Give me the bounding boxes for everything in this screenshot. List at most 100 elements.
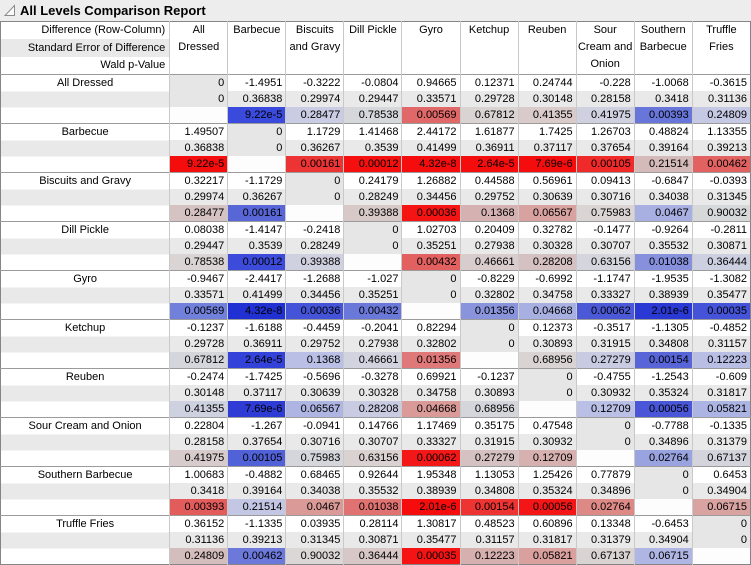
difference-cell: -0.0393 [691, 172, 751, 189]
std-error-cell: 0 [459, 336, 519, 352]
std-error-cell: 0 [575, 434, 635, 450]
std-error-cell: 0 [517, 385, 577, 401]
std-error-cell: 0.38939 [401, 483, 461, 499]
std-error-cell: 0.31136 [691, 91, 751, 107]
p-value-cell: 0.00569 [401, 107, 461, 124]
disclosure-triangle-icon[interactable] [3, 4, 17, 18]
std-error-cell: 0.30871 [343, 532, 402, 548]
difference-cell: 0.60896 [517, 515, 577, 532]
difference-cell: 0.09413 [575, 172, 635, 189]
std-error-cell: 0.34808 [633, 336, 693, 352]
difference-cell: -1.3082 [691, 270, 751, 287]
p-value-cell: 0.28208 [343, 401, 402, 418]
std-error-cell: 0.27938 [343, 336, 402, 352]
difference-cell: -0.3222 [285, 74, 344, 91]
p-value-cell: 0.06715 [633, 548, 693, 565]
column-header: Reuben [517, 21, 577, 75]
difference-cell: 0.6453 [691, 466, 751, 483]
p-value-cell: 0.00432 [343, 303, 402, 320]
std-error-cell: 0.34038 [633, 189, 693, 205]
difference-cell: 0.68465 [285, 466, 344, 483]
column-header: Ketchup [459, 21, 519, 75]
difference-cell: -0.3278 [343, 368, 402, 385]
difference-cell: 0.48824 [633, 123, 693, 140]
column-header: Barbecue [227, 21, 286, 75]
difference-cell: 0.03935 [285, 515, 344, 532]
std-error-cell: 0.33327 [401, 434, 461, 450]
p-value-cell: 0.36444 [343, 548, 402, 565]
std-error-cell: 0.34808 [459, 483, 519, 499]
difference-cell: 0.08038 [169, 221, 228, 238]
difference-cell: 1.02703 [401, 221, 461, 238]
p-value-cell: 0.46661 [343, 352, 402, 369]
difference-cell: -0.8229 [459, 270, 519, 287]
difference-cell: 0.12371 [459, 74, 519, 91]
std-error-cell: 0.30707 [575, 238, 635, 254]
p-value-cell: 0.01356 [459, 303, 519, 320]
difference-cell: -1.027 [343, 270, 402, 287]
std-error-cell: 0.30932 [575, 385, 635, 401]
p-value-cell [517, 401, 577, 418]
difference-cell: -1.1747 [575, 270, 635, 287]
difference-cell: -1.1335 [227, 515, 286, 532]
table-row: 0.41975 0.00105 0.75983 0.63156 0.00062 0.272… [1, 450, 751, 467]
p-value-cell [169, 107, 228, 124]
difference-cell: 0.92644 [343, 466, 402, 483]
std-error-cell: 0.31379 [575, 532, 635, 548]
std-error-cell: 0.35324 [517, 483, 577, 499]
p-value-cell: 0.00035 [691, 303, 751, 320]
table-row: 0 0.36838 0.29974 0.29447 0.33571 0.29728 0.30… [1, 91, 751, 107]
p-value-cell: 0.01356 [401, 352, 461, 369]
std-error-cell: 0.36267 [285, 140, 344, 156]
p-value-cell: 0.67137 [575, 548, 635, 565]
std-error-cell: 0.31817 [517, 532, 577, 548]
table-row: 0.29974 0.36267 0 0.28249 0.34456 0.29752 0.30… [1, 189, 751, 205]
p-value-cell: 0.24809 [691, 107, 751, 124]
std-error-cell: 0.31157 [459, 532, 519, 548]
p-value-cell: 9.22e-5 [227, 107, 286, 124]
difference-cell: 1.41468 [343, 123, 402, 140]
column-header: Dill Pickle [343, 21, 402, 75]
difference-cell: 1.17469 [401, 417, 461, 434]
p-value-cell: 0.0467 [633, 205, 693, 222]
std-error-cell: 0.30148 [169, 385, 228, 401]
difference-cell: -0.9467 [169, 270, 228, 287]
column-header: All Dressed [169, 21, 228, 75]
std-error-cell: 0.35532 [633, 238, 693, 254]
difference-cell: -0.2041 [343, 319, 402, 336]
difference-cell: -0.9264 [633, 221, 693, 238]
p-value-cell: 0.67137 [691, 450, 751, 467]
p-value-cell: 0.28477 [285, 107, 344, 124]
std-error-cell: 0.35532 [343, 483, 402, 499]
table-row: 0.33571 0.41499 0.34456 0.35251 0 0.32802 0.34… [1, 287, 751, 303]
difference-cell: 1.13355 [691, 123, 751, 140]
difference-cell: 0.44588 [459, 172, 519, 189]
p-value-cell: 0.00035 [401, 548, 461, 565]
p-value-cell: 0.00012 [227, 254, 286, 271]
std-error-cell: 0.37117 [227, 385, 286, 401]
corner-line-p-value: Wald p-Value [100, 59, 166, 71]
p-value-cell: 0.28208 [517, 254, 577, 271]
std-error-cell: 0.30707 [343, 434, 402, 450]
std-error-cell: 0.31915 [575, 336, 635, 352]
table-row: Reuben -0.2474 -1.7425 -0.5696 -0.3278 0.6992… [0, 368, 751, 418]
difference-cell: 0.13348 [575, 515, 635, 532]
row-label: Southern Barbecue [0, 466, 170, 516]
std-error-cell: 0.30893 [459, 385, 519, 401]
difference-cell: 0 [285, 172, 344, 189]
std-error-cell: 0.29728 [459, 91, 519, 107]
difference-cell: -1.7425 [227, 368, 286, 385]
p-value-cell: 0.41975 [575, 107, 635, 124]
table-row: Biscuits and Gravy 0.32217 -1.1729 0 0.24179… [0, 172, 751, 222]
row-label: All Dressed [0, 74, 170, 124]
difference-cell: -1.1729 [227, 172, 286, 189]
p-value-cell: 0.00569 [169, 303, 228, 320]
std-error-cell: 0.3539 [227, 238, 286, 254]
difference-cell: 0.94665 [401, 74, 461, 91]
difference-cell: 1.7425 [517, 123, 577, 140]
std-error-cell: 0.35477 [401, 532, 461, 548]
p-value-cell [691, 548, 751, 565]
std-error-cell: 0.33571 [169, 287, 228, 303]
difference-cell: -0.4459 [285, 319, 344, 336]
column-header: Sour Cream and Onion [575, 21, 635, 75]
